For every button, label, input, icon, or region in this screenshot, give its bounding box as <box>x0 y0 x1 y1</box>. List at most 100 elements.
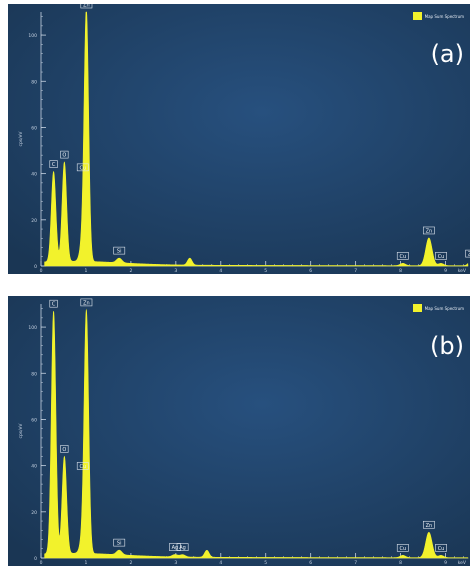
peak-label-box <box>76 462 89 470</box>
peak-label: Zn <box>422 520 435 529</box>
y-axis-label: cps/eV <box>18 423 24 439</box>
x-tick-label: 4 <box>219 268 222 274</box>
peak-label-text: C <box>52 162 56 168</box>
panel-label-a: (a) <box>430 40 464 68</box>
y-tick-label: 80 <box>31 79 37 85</box>
x-tick-label: 5 <box>264 268 267 274</box>
peak-label: Si <box>113 246 126 255</box>
x-tick-label: 7 <box>354 560 357 566</box>
peak-label: O <box>60 445 69 453</box>
y-tick-label: 100 <box>28 33 37 39</box>
peak-label-text: Cu <box>79 464 86 470</box>
x-tick-label: 1 <box>85 268 88 274</box>
peak-label: Zn <box>80 4 93 9</box>
peak-label-text: Si <box>117 249 122 255</box>
spectrum-chart-b: 0 20 40 60 80 100 0 1 2 3 4 5 6 7 8 9 cps/eV keV C O Cu Zn Si A… <box>8 296 470 566</box>
peak-label: C <box>49 299 58 308</box>
legend-swatch <box>412 12 422 20</box>
x-axis-unit: keV <box>458 560 467 566</box>
spectrum-panel-b: 0 20 40 60 80 100 0 1 2 3 4 5 6 7 8 9 cps/eV keV C O Cu Zn Si A… <box>8 296 470 566</box>
x-tick-label: 6 <box>309 268 312 274</box>
peak-label-text: Zn <box>83 300 90 306</box>
peak-label-box <box>80 4 93 9</box>
peak-label-text: Zn <box>83 4 90 9</box>
legend: Map Sum Spectrum <box>412 12 464 20</box>
x-tick-label: 1 <box>85 560 88 566</box>
peak-label-text: O <box>62 447 66 453</box>
peak-label-box <box>76 163 89 172</box>
peak-label-text: Zn <box>468 252 470 258</box>
peak-label: Cu <box>396 252 409 260</box>
peak-label-box <box>113 538 126 547</box>
plot-background <box>8 4 470 274</box>
y-tick-label: 20 <box>31 218 37 224</box>
peak-label-text: C <box>52 302 56 308</box>
legend-label: Map Sum Spectrum <box>424 305 464 311</box>
peak-label-box <box>113 246 126 255</box>
peak-label-box <box>435 252 447 260</box>
peak-label-box <box>49 299 58 308</box>
peak-label-box <box>465 249 470 258</box>
peak-label: Ag <box>176 543 189 551</box>
x-tick-label: 5 <box>264 560 267 566</box>
peak-label-box <box>80 298 93 307</box>
legend: Map Sum Spectrum <box>412 304 464 312</box>
x-tick-label: 8 <box>399 268 402 274</box>
peak-label: Cu <box>76 163 89 172</box>
x-tick-label: 0 <box>40 268 43 274</box>
x-tick-label: 3 <box>174 268 177 274</box>
x-tick-label: 7 <box>354 268 357 274</box>
peak-label: Si <box>113 538 126 547</box>
x-tick-label: 3 <box>174 560 177 566</box>
peak-label-box <box>169 543 181 551</box>
peak-label-box <box>422 520 435 529</box>
y-tick-label: 40 <box>31 172 37 178</box>
plot-background <box>8 296 470 566</box>
peak-label-text: Ag <box>172 545 179 551</box>
x-axis-unit: keV <box>458 268 467 274</box>
peak-label-text: Zn <box>426 228 433 234</box>
spectrum-area <box>44 308 469 559</box>
peak-label: Zn <box>422 226 435 235</box>
peak-label-text: Si <box>117 541 122 547</box>
peak-label-text: Cu <box>438 546 445 552</box>
peak-label-text: Ag <box>179 545 186 551</box>
y-tick-label: 40 <box>31 464 37 470</box>
peak-label: Cu <box>435 252 447 260</box>
peak-label: Cu <box>435 544 447 552</box>
peak-label-box <box>49 160 58 168</box>
peak-label-box <box>435 544 447 552</box>
spectrum-area <box>44 11 469 267</box>
y-tick-label: 60 <box>31 125 37 131</box>
peak-label: C <box>49 160 58 168</box>
x-tick-label: 4 <box>219 560 222 566</box>
x-tick-label: 8 <box>399 560 402 566</box>
peak-label: Zn <box>80 298 93 307</box>
peak-label-text: O <box>62 153 66 159</box>
peak-label-box <box>396 544 409 552</box>
y-tick-label: 60 <box>31 417 37 423</box>
peak-label-box <box>396 252 409 260</box>
peak-label-text: Zn <box>426 523 433 529</box>
legend-label: Map Sum Spectrum <box>424 13 464 19</box>
x-tick-label: 9 <box>444 560 447 566</box>
y-axis-label: cps/eV <box>18 131 24 147</box>
legend-swatch <box>412 304 422 312</box>
y-tick-label: 100 <box>28 325 37 331</box>
peak-label-text: Cu <box>399 546 406 552</box>
spectrum-panel-a: 0 20 40 60 80 100 0 1 2 3 4 5 6 7 8 9 cps/eV keV C O Cu Zn Si C… <box>8 4 470 274</box>
peak-label-box <box>176 543 189 551</box>
x-tick-label: 0 <box>40 560 43 566</box>
y-tick-label: 0 <box>34 264 37 270</box>
x-tick-label: 9 <box>444 268 447 274</box>
y-tick-label: 0 <box>34 556 37 562</box>
panel-label-b: (b) <box>430 332 464 360</box>
peak-label-box <box>422 226 435 235</box>
peak-label: O <box>60 150 69 159</box>
x-tick-label: 2 <box>129 560 132 566</box>
spectrum-chart-a: 0 20 40 60 80 100 0 1 2 3 4 5 6 7 8 9 cps/eV keV CO Cu Zn Si C… <box>8 4 470 274</box>
peak-label-box <box>60 445 69 453</box>
y-tick-label: 80 <box>31 371 37 377</box>
peak-label-box <box>60 150 69 159</box>
peak-label-text: Cu <box>399 254 406 260</box>
